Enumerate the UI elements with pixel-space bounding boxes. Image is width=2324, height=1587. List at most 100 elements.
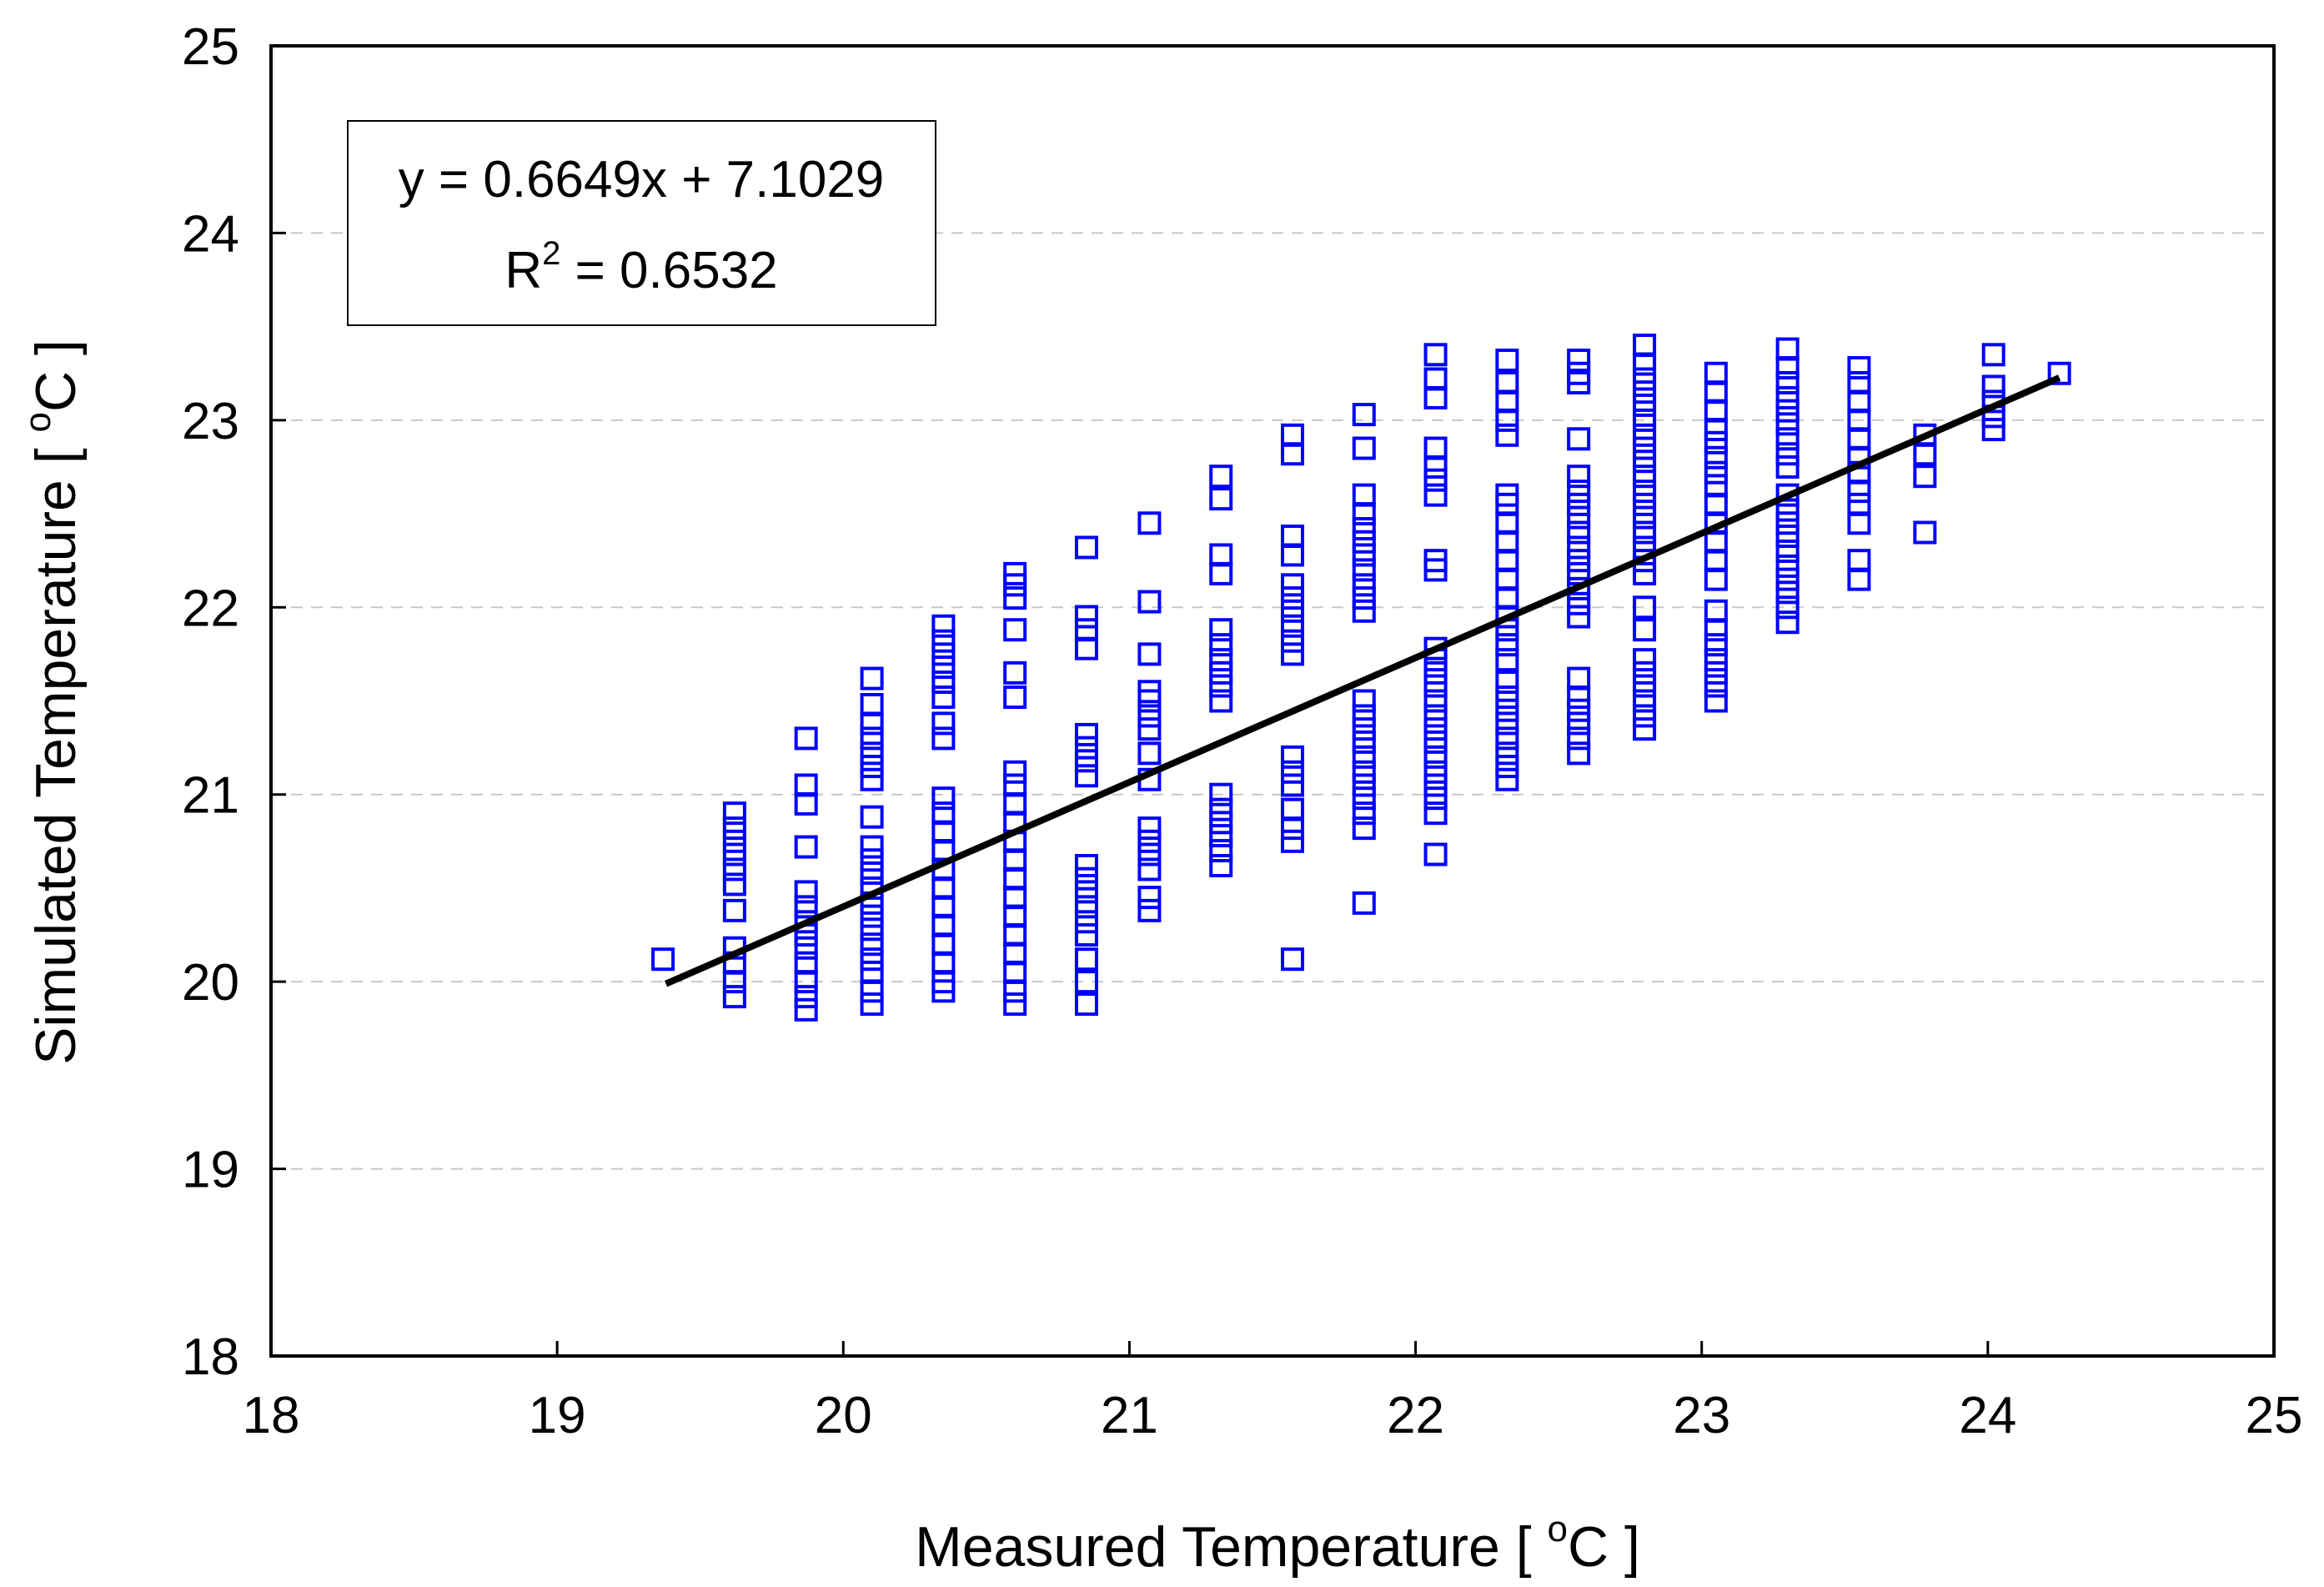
x-tick-label: 19 — [529, 1387, 586, 1444]
data-point — [1423, 483, 1448, 507]
x-axis-title: Measured Temperature [ oC ] — [915, 1509, 1640, 1579]
data-point — [1704, 445, 1728, 470]
data-points — [651, 334, 2071, 1022]
data-point — [1074, 618, 1098, 642]
data-point — [1913, 442, 1937, 466]
r-squared-value: = 0.6532 — [560, 242, 777, 299]
data-point — [1281, 573, 1305, 597]
data-point — [1847, 389, 1871, 414]
data-point — [1775, 580, 1799, 605]
data-point — [1847, 567, 1871, 591]
data-point — [1137, 590, 1162, 614]
data-point — [860, 904, 884, 928]
data-point — [722, 898, 746, 922]
data-point — [1074, 749, 1098, 773]
data-point — [1281, 442, 1305, 466]
data-point — [1847, 370, 1871, 394]
data-point — [1775, 525, 1799, 549]
data-point — [1074, 535, 1098, 560]
data-point — [1633, 449, 1657, 474]
data-point — [1423, 689, 1448, 713]
data-point — [722, 857, 746, 881]
data-point — [1775, 455, 1799, 479]
data-point — [2047, 361, 2071, 385]
y-tick-label: 20 — [182, 954, 239, 1012]
data-point — [1775, 442, 1799, 466]
data-point — [1281, 773, 1305, 797]
data-point — [860, 861, 884, 885]
data-point — [1633, 505, 1657, 530]
data-point — [1003, 791, 1027, 816]
data-point — [1495, 389, 1519, 414]
data-point — [1495, 767, 1519, 791]
data-point — [1704, 689, 1728, 713]
data-point — [1281, 816, 1305, 841]
data-point — [1074, 880, 1098, 904]
data-point — [1352, 599, 1376, 623]
data-point — [1775, 554, 1799, 578]
data-point — [1352, 403, 1376, 427]
data-point — [1495, 370, 1519, 394]
trendline — [664, 374, 2061, 987]
data-point — [1913, 465, 1937, 489]
data-point — [1567, 492, 1591, 516]
y-axis-title: Simulated Temperature [ oC ] — [18, 339, 88, 1065]
x-tick-label: 18 — [243, 1387, 300, 1444]
data-point — [860, 711, 884, 736]
data-point — [1567, 480, 1591, 504]
y-tick-label: 19 — [182, 1142, 239, 1199]
data-point — [860, 960, 884, 984]
data-point — [1495, 698, 1519, 722]
x-axis-title-degree: o — [1548, 1509, 1568, 1549]
data-point — [1074, 636, 1098, 660]
data-point — [1352, 436, 1376, 460]
data-point — [931, 642, 956, 666]
data-point — [1913, 520, 1937, 545]
data-point — [1775, 498, 1799, 522]
data-point — [1003, 686, 1027, 710]
data-point — [1567, 549, 1591, 573]
data-point — [1567, 591, 1591, 615]
data-point — [1704, 399, 1728, 423]
data-point — [1567, 711, 1591, 736]
x-ticks: 18 19 20 21 22 23 24 25 — [243, 1341, 2302, 1444]
data-point — [1704, 460, 1728, 485]
data-point — [1352, 786, 1376, 811]
data-point — [794, 997, 818, 1022]
data-point — [1352, 586, 1376, 610]
data-point — [1567, 520, 1591, 545]
data-point — [1633, 436, 1657, 460]
data-point — [1567, 726, 1591, 751]
data-point — [1633, 520, 1657, 545]
data-point — [1633, 465, 1657, 489]
data-point — [1704, 633, 1728, 657]
data-point — [1423, 730, 1448, 754]
data-point — [1567, 698, 1591, 722]
data-point — [1423, 801, 1448, 826]
data-point — [1074, 947, 1098, 972]
data-point — [1281, 543, 1305, 567]
data-point — [1003, 618, 1027, 642]
data-point — [1074, 866, 1098, 891]
data-point — [1281, 829, 1305, 853]
data-point — [860, 835, 884, 859]
data-point — [794, 726, 818, 751]
data-point — [1704, 474, 1728, 498]
y-tick-label: 23 — [182, 393, 239, 450]
data-point — [931, 711, 956, 736]
data-point — [794, 895, 818, 919]
data-point — [931, 670, 956, 695]
data-point — [1423, 674, 1448, 698]
data-point — [1352, 704, 1376, 728]
data-point — [1633, 648, 1657, 672]
equation-text: y = 0.6649x + 7.1029 — [399, 151, 885, 208]
data-point — [1633, 717, 1657, 741]
data-point — [1775, 356, 1799, 380]
r-squared-text: R2 = 0.6532 — [504, 235, 777, 299]
data-point — [1209, 689, 1233, 713]
data-point — [1775, 337, 1799, 361]
r-squared-symbol: R — [504, 242, 542, 299]
data-point — [1352, 730, 1376, 754]
data-point — [1352, 483, 1376, 507]
